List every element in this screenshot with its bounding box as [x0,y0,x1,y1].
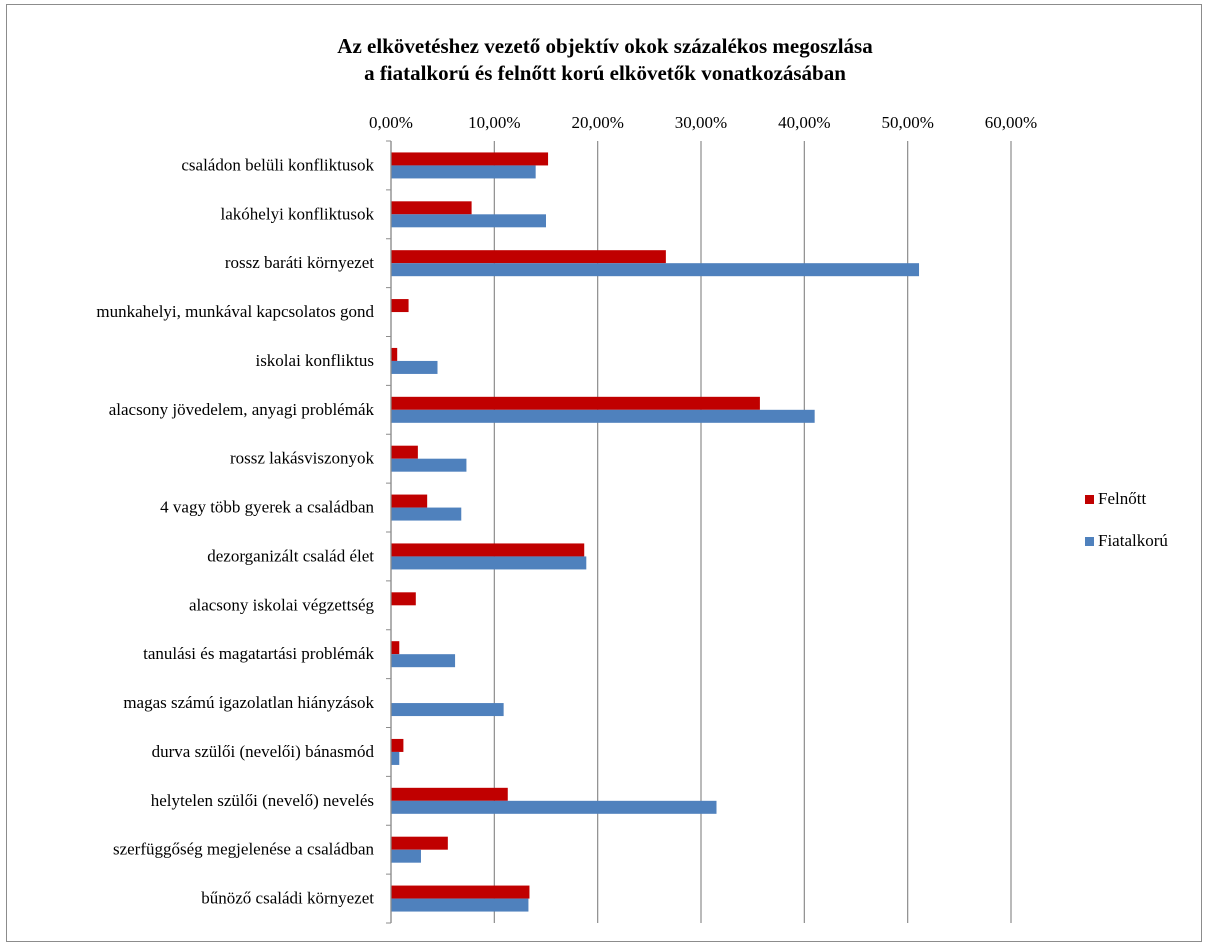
bar-felnott [391,592,416,606]
bar-felnott [391,836,448,850]
bar-fiatalkoru [391,165,536,179]
chart-title-line-1: Az elkövetéshez vezető objektív okok szá… [337,34,873,58]
chart-frame [6,4,1202,942]
bar-fiatalkoru [391,751,400,765]
category-label: alacsony jövedelem, anyagi problémák [109,400,375,419]
bar-felnott [391,787,508,801]
bar-felnott [391,396,760,410]
bar-fiatalkoru [391,898,529,912]
category-label: családon belüli konfliktusok [181,155,374,174]
x-tick-label: 0,00% [369,113,413,132]
bar-felnott [391,885,530,899]
x-tick-label: 50,00% [881,113,933,132]
bar-fiatalkoru [391,409,815,423]
bar-felnott [391,494,428,508]
category-label: bűnöző családi környezet [201,889,374,908]
bar-fiatalkoru [391,800,717,814]
category-label: magas számú igazolatlan hiányzások [123,693,374,712]
category-label: helytelen szülői (nevelő) nevelés [151,791,374,810]
chart-title-line-2: a fiatalkorú és felnőtt korú elkövetők v… [364,61,846,85]
legend-swatch-felnott [1085,495,1094,504]
category-label: alacsony iskolai végzettség [189,595,375,614]
category-label: dezorganizált család élet [207,546,374,565]
bar-fiatalkoru [391,703,504,717]
bar-felnott [391,641,400,655]
category-label: munkahelyi, munkával kapcsolatos gond [96,302,374,321]
bar-felnott [391,250,666,264]
category-label: tanulási és magatartási problémák [143,644,374,663]
bar-felnott [391,201,472,215]
bar-felnott [391,543,585,557]
bar-fiatalkoru [391,654,456,668]
legend-item-fiatalkoru: Fiatalkorú [1085,531,1168,551]
bar-fiatalkoru [391,263,920,277]
bar-fiatalkoru [391,556,587,570]
bar-felnott [391,445,418,459]
bar-felnott [391,152,549,166]
x-tick-label: 40,00% [778,113,830,132]
category-label: lakóhelyi konfliktusok [221,204,375,223]
legend-label-felnott: Felnőtt [1098,489,1147,508]
bar-fiatalkoru [391,360,438,374]
x-tick-label: 10,00% [468,113,520,132]
category-label: 4 vagy több gyerek a családban [160,498,374,517]
bar-fiatalkoru [391,849,421,863]
bar-fiatalkoru [391,458,467,472]
bar-fiatalkoru [391,214,546,228]
bar-felnott [391,738,404,752]
category-label: durva szülői (nevelői) bánasmód [152,742,375,761]
x-tick-label: 60,00% [985,113,1037,132]
bar-felnott [391,299,409,313]
category-label: szerfüggőség megjelenése a családban [113,840,375,859]
legend-swatch-fiatalkoru [1085,537,1094,546]
legend-item-felnott: Felnőtt [1085,489,1146,509]
bar-fiatalkoru [391,507,462,521]
bar-felnott [391,347,398,361]
category-label: iskolai konfliktus [255,351,374,370]
legend-label-fiatalkoru: Fiatalkorú [1098,531,1168,550]
category-label: rossz lakásviszonyok [230,449,375,468]
x-tick-label: 20,00% [571,113,623,132]
x-tick-label: 30,00% [675,113,727,132]
category-label: rossz baráti környezet [225,253,374,272]
